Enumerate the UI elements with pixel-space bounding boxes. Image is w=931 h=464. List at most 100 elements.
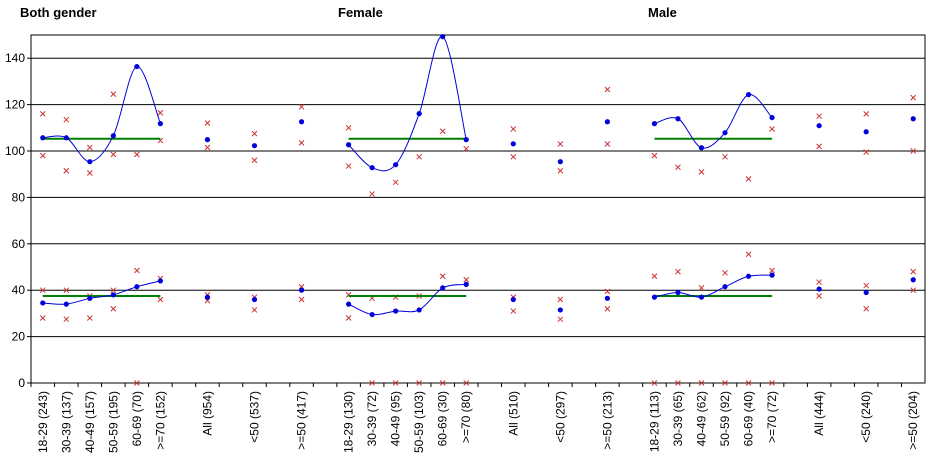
x-stroke <box>134 151 140 158</box>
x-stroke <box>298 296 305 303</box>
x-marker <box>675 380 681 386</box>
point <box>816 123 822 129</box>
x-marker <box>557 141 564 147</box>
point <box>604 119 610 125</box>
x-stroke <box>63 167 70 174</box>
point <box>863 289 869 296</box>
point <box>251 143 258 149</box>
x-stroke <box>651 152 658 159</box>
x-marker <box>369 191 375 197</box>
x-stroke <box>769 126 775 132</box>
x-marker <box>298 296 305 303</box>
x-stroke <box>557 316 564 323</box>
point <box>63 135 69 141</box>
x-marker <box>769 267 775 274</box>
x-marker <box>698 285 705 291</box>
x-marker <box>910 287 917 294</box>
x-marker <box>463 276 470 283</box>
point <box>157 278 163 284</box>
x-tick-label: 40-49 (95) <box>389 391 403 446</box>
x-marker <box>39 111 46 117</box>
x-marker <box>134 267 140 274</box>
x-marker <box>604 86 611 93</box>
x-stroke <box>345 315 352 321</box>
x-stroke <box>698 285 705 291</box>
y-tick-label: 60 <box>12 237 26 251</box>
plot-area <box>30 34 926 384</box>
x-stroke <box>439 128 446 135</box>
x-marker <box>769 380 775 386</box>
x-stroke <box>510 153 517 160</box>
x-marker <box>816 293 822 299</box>
point <box>251 296 258 303</box>
x-tick-label: >=50 (213) <box>600 391 614 450</box>
x-marker <box>86 315 93 321</box>
x-stroke <box>745 380 752 386</box>
point <box>816 286 822 292</box>
point <box>769 114 775 121</box>
point <box>910 116 916 122</box>
x-stroke <box>63 316 70 323</box>
x-stroke <box>204 144 211 151</box>
x-stroke <box>651 273 658 280</box>
x-stroke <box>557 141 564 147</box>
x-stroke <box>675 380 681 386</box>
x-stroke <box>392 179 399 186</box>
x-marker <box>816 113 822 120</box>
point <box>40 135 46 141</box>
x-marker <box>510 308 517 314</box>
x-stroke <box>651 380 658 386</box>
x-marker <box>204 144 211 151</box>
x-marker <box>392 179 399 186</box>
x-stroke <box>204 120 211 127</box>
x-stroke <box>557 167 564 174</box>
point <box>369 311 375 318</box>
x-marker <box>86 144 93 151</box>
x-marker <box>816 143 822 150</box>
point <box>510 296 516 303</box>
x-tick-label: >=50 (417) <box>295 391 309 450</box>
x-stroke <box>816 293 822 299</box>
x-tick-label: 50-59 (103) <box>412 391 426 453</box>
x-marker <box>863 111 870 117</box>
x-stroke <box>110 91 117 98</box>
x-marker <box>722 380 728 386</box>
x-marker <box>463 145 470 152</box>
x-stroke <box>39 111 46 117</box>
x-stroke <box>910 268 917 275</box>
x-stroke <box>39 152 46 159</box>
x-stroke <box>463 276 470 283</box>
x-stroke <box>110 287 117 294</box>
x-stroke <box>439 380 446 386</box>
x-marker <box>604 141 611 147</box>
point <box>393 162 399 168</box>
x-tick-label: 60-69 (70) <box>130 391 144 446</box>
x-marker <box>63 167 70 174</box>
x-marker <box>604 305 611 312</box>
x-marker <box>134 380 140 386</box>
x-tick-label: 40-49 (157) <box>83 391 97 453</box>
x-marker <box>651 380 658 386</box>
point <box>110 292 116 298</box>
point <box>675 116 681 122</box>
point <box>440 34 446 40</box>
x-tick-label: >=70 (80) <box>459 391 473 443</box>
x-stroke <box>439 273 446 280</box>
x-stroke <box>557 296 564 303</box>
x-marker <box>110 151 117 158</box>
x-marker <box>863 149 870 156</box>
x-stroke <box>39 315 46 321</box>
point <box>346 142 352 148</box>
x-marker <box>816 279 822 285</box>
x-stroke <box>910 148 917 154</box>
point <box>745 92 752 98</box>
x-marker <box>416 380 423 386</box>
x-tick-label: 60-69 (40) <box>742 391 756 446</box>
x-tick-label: 40-49 (62) <box>695 391 709 446</box>
x-tick-label: 30-39 (72) <box>365 391 379 446</box>
x-stroke <box>134 267 140 274</box>
x-stroke <box>157 296 164 303</box>
x-marker <box>63 116 70 123</box>
x-marker <box>110 91 117 98</box>
